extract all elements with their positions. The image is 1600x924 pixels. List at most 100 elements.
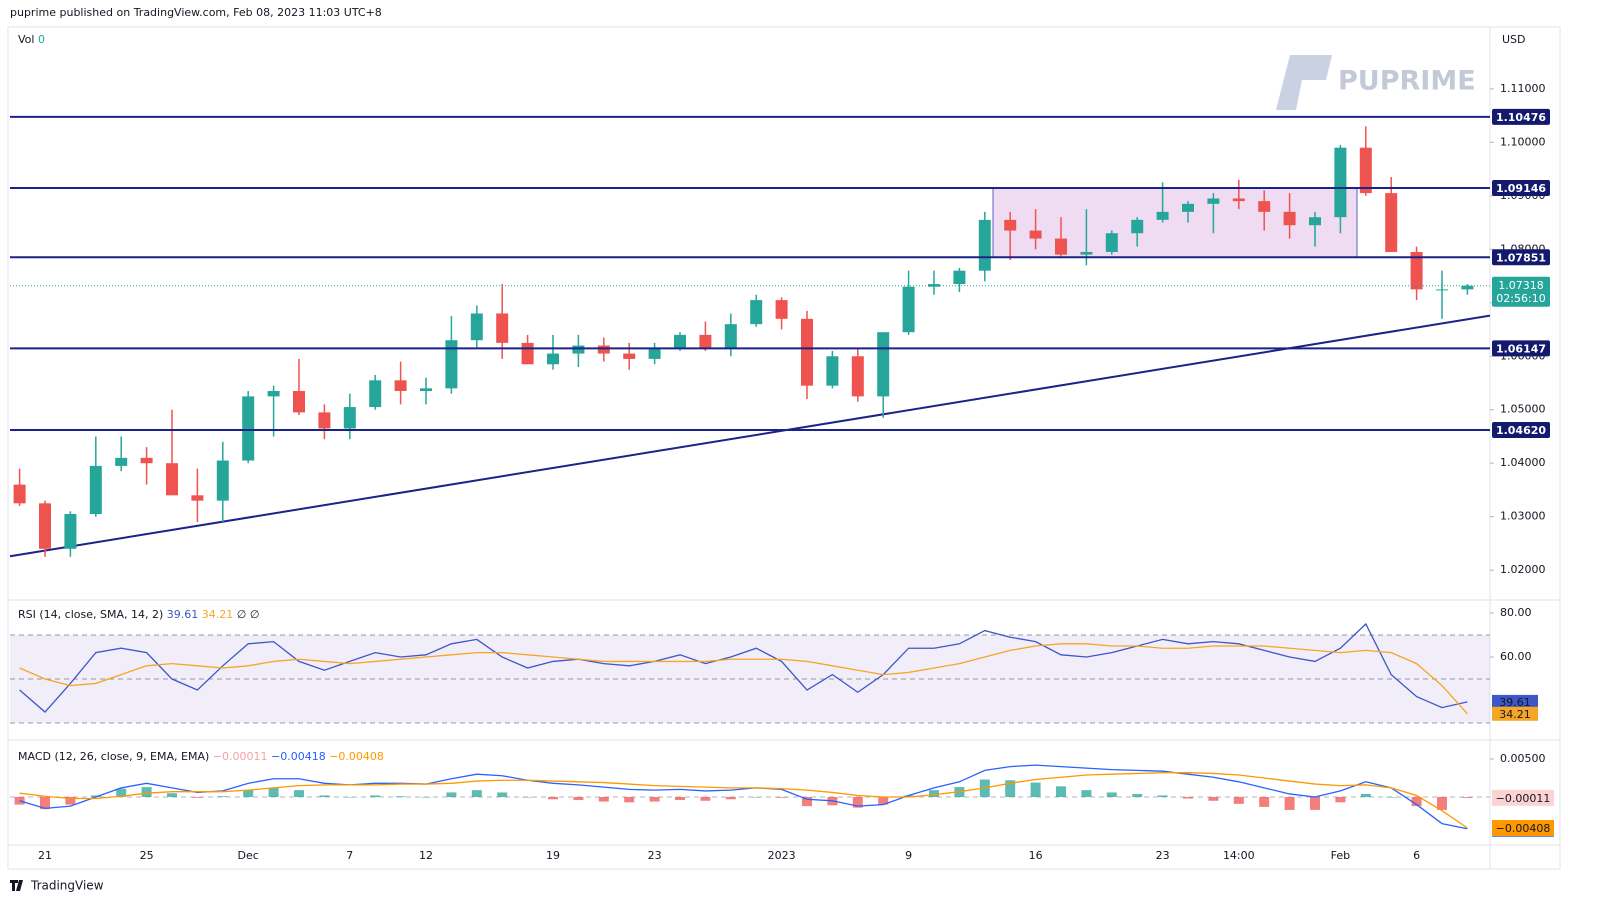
trendline (9, 314, 1491, 558)
macd-histogram-bar (1310, 796, 1320, 810)
candle-body (826, 356, 839, 386)
macd-histogram-bar (1208, 796, 1219, 801)
volume-label: Vol (18, 33, 34, 46)
candle-body (1080, 251, 1093, 255)
macd-last-label: −0.00408 (1496, 822, 1551, 835)
macd-histogram-bar (1462, 796, 1473, 798)
candle-body (978, 219, 991, 271)
level-label-bg (1492, 108, 1550, 125)
macd-histogram-bar (1233, 796, 1244, 804)
candle-body (521, 342, 534, 365)
level-label-bg (1492, 249, 1550, 266)
macd-title: MACD (12, 26, close, 9, EMA, EMA) (18, 750, 209, 763)
candle-body (343, 407, 356, 429)
macd-histogram-bar (1157, 795, 1168, 797)
footer: TradingView (10, 879, 104, 893)
macd-histogram-bar (1437, 796, 1447, 810)
currency: USD (1502, 33, 1526, 46)
macd-histogram-bar (776, 796, 787, 798)
x-tick-label: 9 (905, 849, 912, 862)
macd-histogram-bar (370, 795, 381, 797)
candle-body (1055, 238, 1067, 255)
price-tick-label: 1.04000 (1500, 456, 1546, 469)
macd-histogram-bar (1411, 796, 1422, 807)
level-label: 1.10476 (1496, 111, 1546, 124)
candle-body (1436, 289, 1448, 291)
x-tick-label: Feb (1331, 849, 1350, 862)
x-tick-label: 12 (419, 849, 433, 862)
candle-body (1182, 203, 1194, 212)
macd-histogram-bar (497, 792, 508, 797)
price-tick-label: 1.11000 (1500, 82, 1546, 95)
macd-histogram-bar (65, 796, 76, 805)
candle-body (801, 318, 813, 386)
macd-header: MACD (12, 26, close, 9, EMA, EMA) −0.000… (18, 750, 384, 763)
macd-histogram-bar (598, 796, 609, 802)
candle-body (140, 457, 153, 464)
frame (7, 26, 1561, 870)
candle-body (1359, 147, 1372, 194)
x-tick-label: 7 (346, 849, 353, 862)
candle-body (648, 348, 661, 359)
rsi-value: 39.61 (167, 608, 199, 621)
rsi-last-bg (1492, 706, 1538, 721)
macd-last-label: −0.00011 (1496, 792, 1551, 805)
rsi-line (19, 643, 1468, 715)
candle-body (1207, 198, 1220, 204)
candle-body (1385, 193, 1398, 252)
macd-histogram-bar (1284, 796, 1295, 810)
price-tick-label: 1.02000 (1500, 563, 1546, 576)
candle-body (1156, 211, 1169, 220)
level-label: 1.06147 (1496, 342, 1546, 355)
macd-hist-value: −0.00011 (213, 750, 268, 763)
candle-body (1105, 233, 1118, 252)
macd-line (19, 764, 1468, 830)
x-tick-label: 25 (140, 849, 154, 862)
macd-histogram-bar (522, 796, 533, 798)
candle-body (394, 380, 407, 392)
candle-body (623, 353, 636, 359)
candle-body (470, 313, 483, 341)
x-tick-label: 23 (1156, 849, 1170, 862)
candle-body (724, 324, 737, 349)
level-label-bg (1492, 422, 1550, 439)
candle-body (699, 334, 712, 349)
level-label-bg (1492, 179, 1550, 196)
candle-body (242, 396, 255, 461)
rsi-sma-value: 34.21 (202, 608, 234, 621)
candle-body (1283, 211, 1296, 226)
rsi-last-label: 39.61 (1499, 696, 1531, 709)
tradingview-logo (10, 880, 23, 891)
price-tick-label: 1.10000 (1500, 135, 1546, 148)
macd-histogram-bar (141, 787, 152, 797)
candle-body (1029, 230, 1042, 239)
countdown-label: 02:56:10 (1496, 292, 1545, 305)
rsi-tick-label: 60.00 (1500, 650, 1532, 663)
macd-last-bg (1492, 819, 1554, 836)
candle-body (267, 391, 280, 397)
macd-histogram-bar (1360, 793, 1371, 797)
candle-body (420, 388, 432, 392)
macd-histogram-bar (1056, 786, 1066, 797)
range-box (992, 187, 1358, 258)
macd-histogram-bar (90, 795, 101, 797)
level-label-bg (1492, 340, 1550, 357)
x-tick-label: 19 (546, 849, 560, 862)
candle-body (902, 286, 915, 333)
x-tick-label: 2023 (768, 849, 796, 862)
candle-body (166, 463, 178, 496)
price-tick-label: 1.05000 (1500, 403, 1546, 416)
rsi-header: RSI (14, close, SMA, 14, 2) 39.61 34.21 … (18, 608, 259, 621)
price-tick-label: 1.03000 (1500, 510, 1546, 523)
level-label: 1.04620 (1496, 424, 1546, 437)
macd-histogram-bar (167, 793, 177, 797)
level-label: 1.07851 (1496, 251, 1546, 264)
macd-histogram-bar (217, 796, 228, 797)
candle-body (750, 300, 763, 325)
macd-histogram-bar (192, 796, 203, 798)
macd-histogram-bar (675, 796, 685, 801)
macd-histogram-bar (446, 792, 457, 797)
candle-body (851, 356, 864, 397)
macd-histogram-bar (649, 796, 660, 802)
